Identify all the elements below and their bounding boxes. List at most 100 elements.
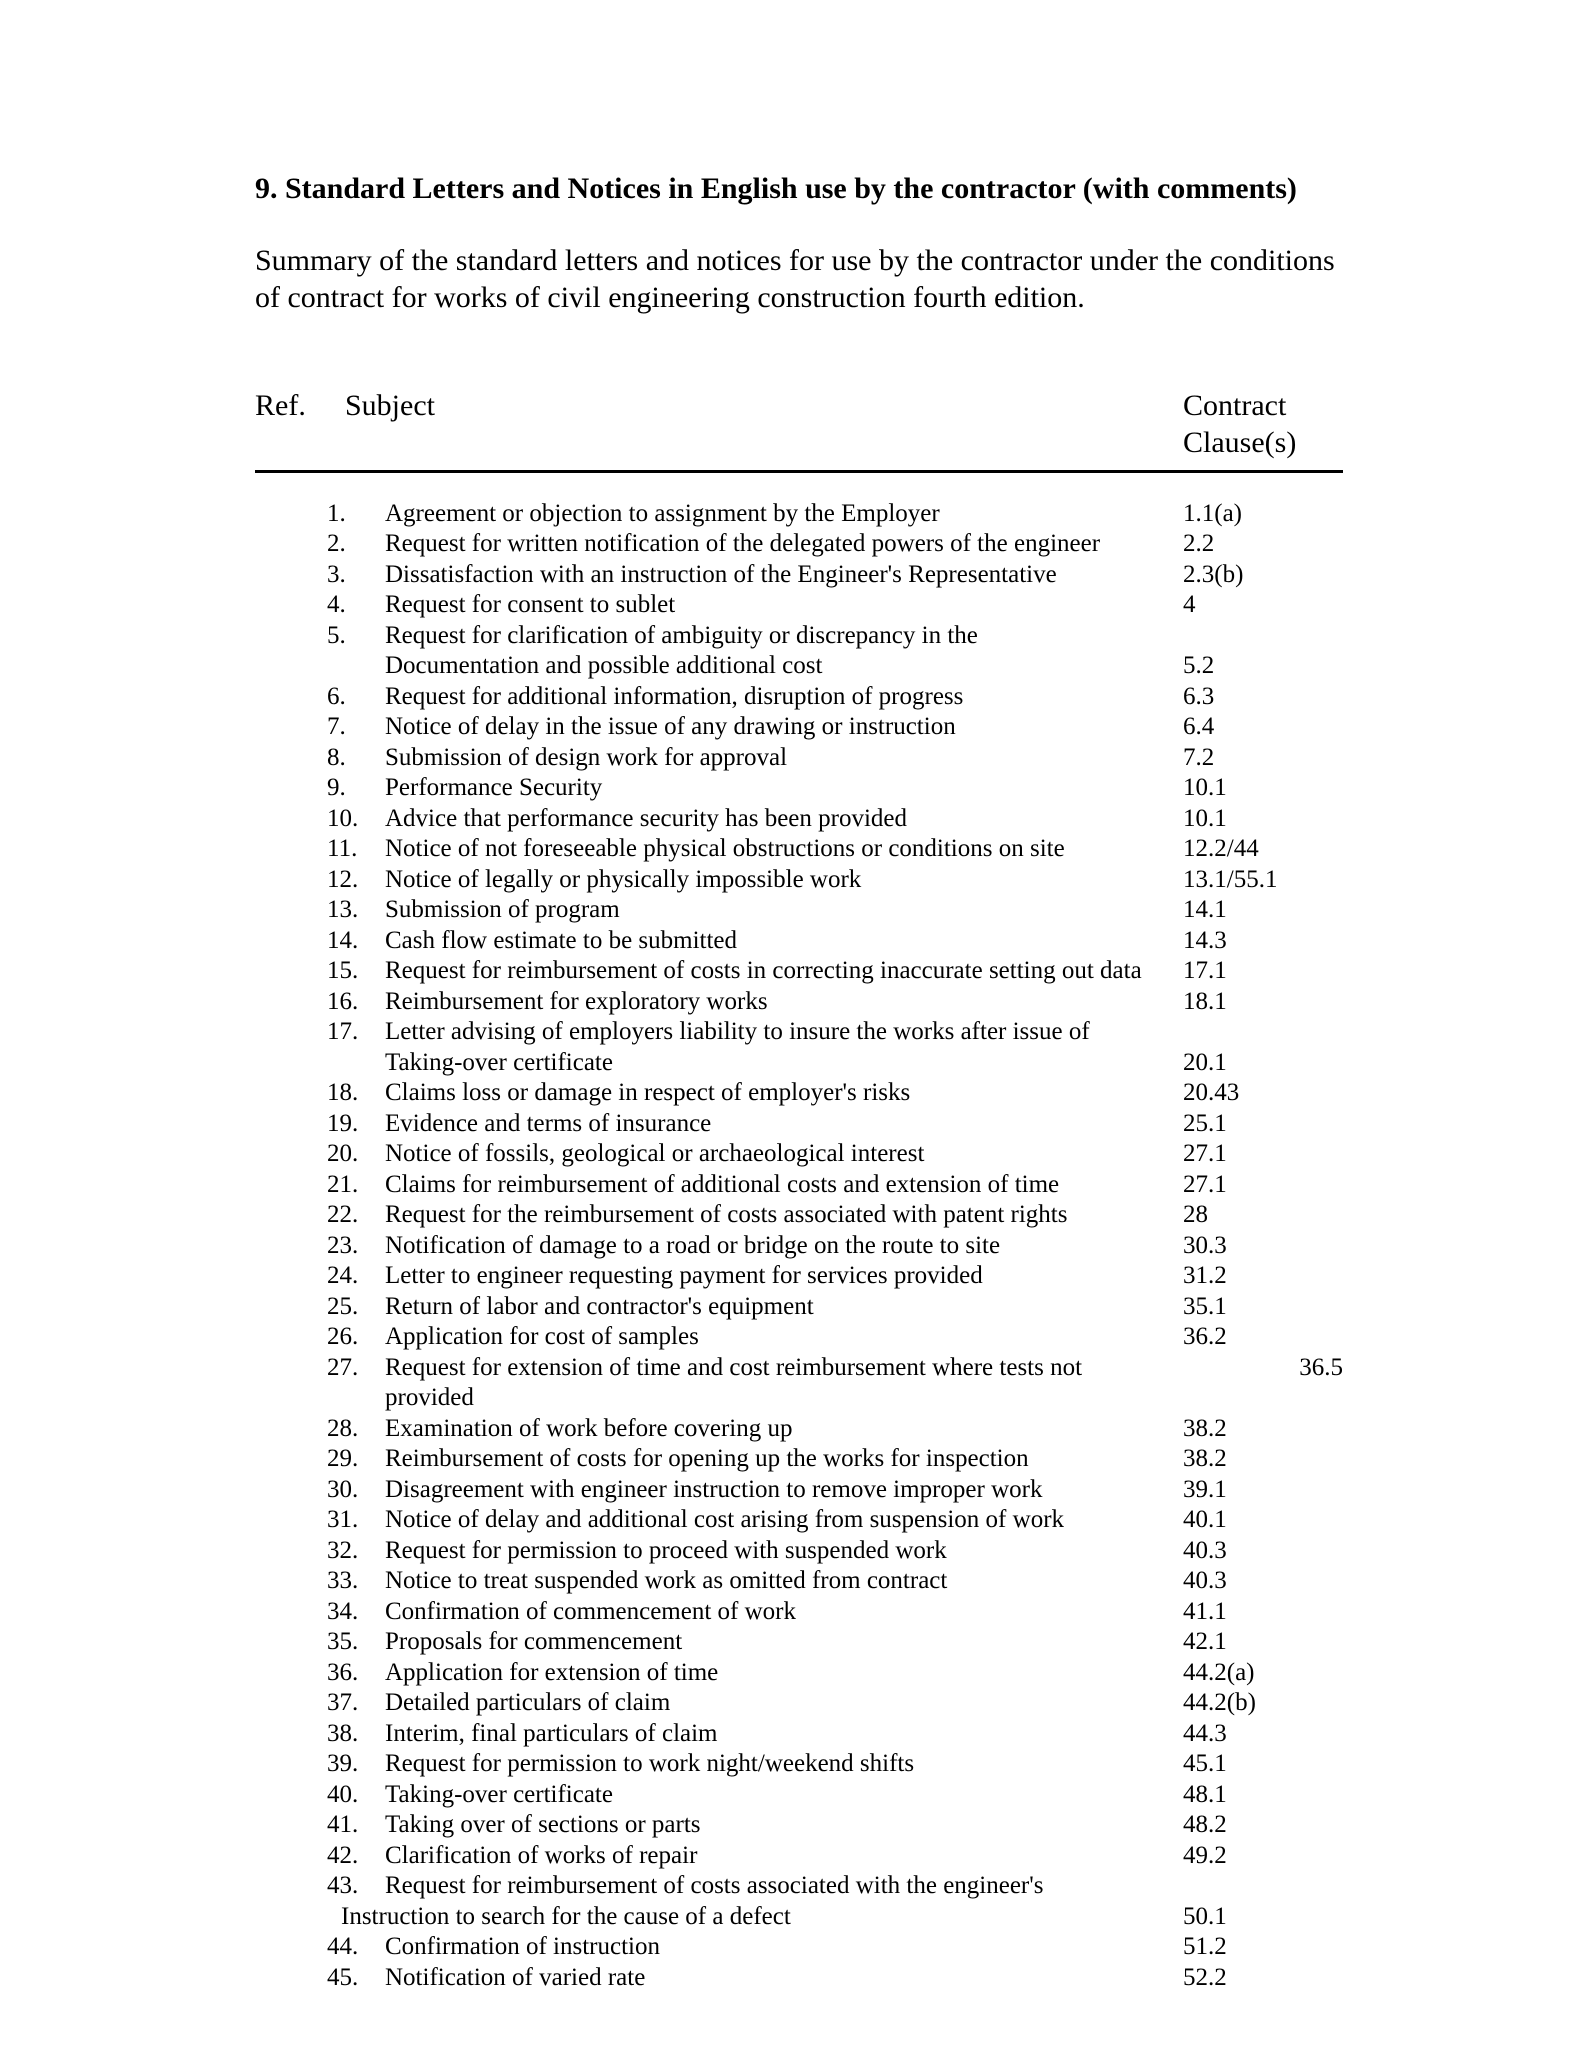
table-row: 21.Claims for reimbursement of additiona… (255, 1170, 1343, 1201)
row-clause: 10.1 (1183, 804, 1343, 835)
row-subject: Cash flow estimate to be submitted (385, 926, 1183, 957)
document-page: 9. Standard Letters and Notices in Engli… (0, 0, 1583, 2048)
row-number: 42. (255, 1841, 385, 1872)
table-row: 3.Dissatisfaction with an instruction of… (255, 560, 1343, 591)
table-row: 44.Confirmation of instruction51.2 (255, 1932, 1343, 1963)
row-subject: Performance Security (385, 773, 1183, 804)
row-subject: Notice to treat suspended work as omitte… (385, 1566, 1183, 1597)
row-number: 19. (255, 1109, 385, 1140)
row-clause: 2.2 (1183, 529, 1343, 560)
row-number: 3. (255, 560, 385, 591)
table-row: 16.Reimbursement for exploratory works18… (255, 987, 1343, 1018)
table-row: 27.Request for extension of time and cos… (255, 1353, 1343, 1414)
row-clause: 44.2(b) (1183, 1688, 1343, 1719)
row-number: 23. (255, 1231, 385, 1262)
row-number: 34. (255, 1597, 385, 1628)
table-row: 8.Submission of design work for approval… (255, 743, 1343, 774)
table-row: 42.Clarification of works of repair49.2 (255, 1841, 1343, 1872)
row-number: 12. (255, 865, 385, 896)
row-number: 18. (255, 1078, 385, 1109)
row-clause: 20.43 (1183, 1078, 1343, 1109)
row-number: 8. (255, 743, 385, 774)
table-row: 18.Claims loss or damage in respect of e… (255, 1078, 1343, 1109)
table-row: Instruction to search for the cause of a… (255, 1902, 1343, 1933)
row-clause: 36.2 (1183, 1322, 1343, 1353)
table-row: 34.Confirmation of commencement of work4… (255, 1597, 1343, 1628)
row-number: 45. (255, 1963, 385, 1994)
table-row: 15.Request for reimbursement of costs in… (255, 956, 1343, 987)
row-subject: Agreement or objection to assignment by … (385, 499, 1183, 530)
indent-spacer (255, 651, 385, 682)
row-subject: Reimbursement of costs for opening up th… (385, 1444, 1183, 1475)
table-row: 45.Notification of varied rate52.2 (255, 1963, 1343, 1994)
table-row: 28.Examination of work before covering u… (255, 1414, 1343, 1445)
table-row: 11.Notice of not foreseeable physical ob… (255, 834, 1343, 865)
row-subject: Notice of not foreseeable physical obstr… (385, 834, 1183, 865)
table-row: 40.Taking-over certificate48.1 (255, 1780, 1343, 1811)
table-row: 39.Request for permission to work night/… (255, 1749, 1343, 1780)
row-subject: Letter advising of employers liability t… (385, 1017, 1183, 1048)
row-subject: Return of labor and contractor's equipme… (385, 1292, 1183, 1323)
row-subject: Examination of work before covering up (385, 1414, 1183, 1445)
row-subject: Advice that performance security has bee… (385, 804, 1183, 835)
row-subject: Request for the reimbursement of costs a… (385, 1200, 1183, 1231)
table-row: 36.Application for extension of time44.2… (255, 1658, 1343, 1689)
table-row: 19.Evidence and terms of insurance25.1 (255, 1109, 1343, 1140)
row-clause: 44.2(a) (1183, 1658, 1343, 1689)
row-number: 32. (255, 1536, 385, 1567)
row-subject: Interim, final particulars of claim (385, 1719, 1183, 1750)
table-row: 14.Cash flow estimate to be submitted14.… (255, 926, 1343, 957)
table-body: 1.Agreement or objection to assignment b… (255, 499, 1343, 1994)
row-clause: 38.2 (1183, 1444, 1343, 1475)
table-row: 1.Agreement or objection to assignment b… (255, 499, 1343, 530)
row-number: 38. (255, 1719, 385, 1750)
row-subject: Documentation and possible additional co… (385, 651, 1183, 682)
row-clause: 12.2/44 (1183, 834, 1343, 865)
row-clause: 48.1 (1183, 1780, 1343, 1811)
row-subject: Submission of program (385, 895, 1183, 926)
row-subject: Disagreement with engineer instruction t… (385, 1475, 1183, 1506)
row-subject: Notice of delay in the issue of any draw… (385, 712, 1183, 743)
row-number: 26. (255, 1322, 385, 1353)
row-clause: 27.1 (1183, 1139, 1343, 1170)
row-subject: Notification of varied rate (385, 1963, 1183, 1994)
row-number: 37. (255, 1688, 385, 1719)
row-number: 13. (255, 895, 385, 926)
row-clause: 50.1 (1183, 1902, 1343, 1933)
row-number: 5. (255, 621, 385, 652)
row-subject: Notice of legally or physically impossib… (385, 865, 1183, 896)
row-subject: Request for consent to sublet (385, 590, 1183, 621)
row-clause: 44.3 (1183, 1719, 1343, 1750)
row-clause: 14.1 (1183, 895, 1343, 926)
row-subject: Evidence and terms of insurance (385, 1109, 1183, 1140)
row-subject: Detailed particulars of claim (385, 1688, 1183, 1719)
row-number: 40. (255, 1780, 385, 1811)
row-subject: Instruction to search for the cause of a… (341, 1902, 1183, 1933)
row-clause: 25.1 (1183, 1109, 1343, 1140)
row-number: 10. (255, 804, 385, 835)
table-row: 6.Request for additional information, di… (255, 682, 1343, 713)
row-subject: Request for written notification of the … (385, 529, 1183, 560)
table-row: 33.Notice to treat suspended work as omi… (255, 1566, 1343, 1597)
row-number: 14. (255, 926, 385, 957)
row-subject: Request for clarification of ambiguity o… (385, 621, 1183, 652)
table-row: 4.Request for consent to sublet4 (255, 590, 1343, 621)
row-number: 27. (255, 1353, 385, 1384)
row-subject: Submission of design work for approval (385, 743, 1183, 774)
row-number: 22. (255, 1200, 385, 1231)
row-subject: Request for reimbursement of costs in co… (385, 956, 1183, 987)
row-subject: Application for cost of samples (385, 1322, 1183, 1353)
row-clause: 35.1 (1183, 1292, 1343, 1323)
row-subject: Taking-over certificate (385, 1780, 1183, 1811)
row-subject: Request for additional information, disr… (385, 682, 1183, 713)
header-subject: Subject (345, 387, 1183, 462)
row-subject: Confirmation of instruction (385, 1932, 1183, 1963)
table-header: Ref. Subject Contract Clause(s) (255, 387, 1343, 470)
row-clause: 20.1 (1183, 1048, 1343, 1079)
row-number: 33. (255, 1566, 385, 1597)
header-rule (255, 470, 1343, 473)
row-number: 43. (255, 1871, 385, 1902)
table-row: 13.Submission of program14.1 (255, 895, 1343, 926)
row-clause: 49.2 (1183, 1841, 1343, 1872)
row-subject: Claims for reimbursement of additional c… (385, 1170, 1183, 1201)
